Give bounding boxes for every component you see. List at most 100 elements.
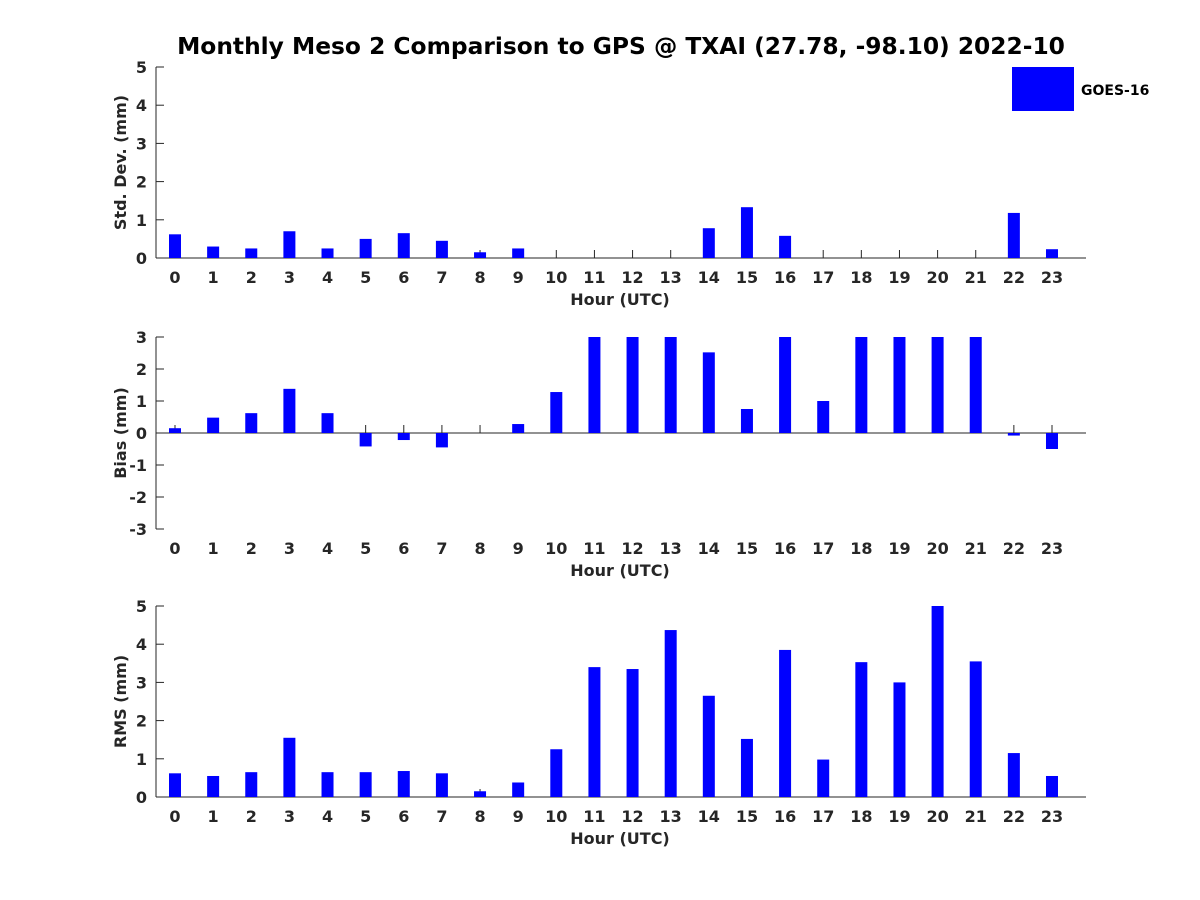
x-tick-label: 11 xyxy=(583,268,605,287)
legend-label: GOES-16 xyxy=(1081,83,1149,99)
x-axis-label: Hour (UTC) xyxy=(570,290,670,309)
x-tick-label: 0 xyxy=(169,807,180,826)
bar-hour-10 xyxy=(550,392,563,433)
y-tick-label: 2 xyxy=(136,712,147,731)
x-tick-label: 16 xyxy=(774,268,796,287)
y-tick-label: 2 xyxy=(136,173,147,192)
x-tick-label: 2 xyxy=(246,807,257,826)
bar-hour-5 xyxy=(359,238,372,258)
bar-hour-22 xyxy=(1007,433,1020,436)
bar-hour-1 xyxy=(207,417,220,433)
bar-hour-16 xyxy=(779,649,792,797)
bar-hour-8 xyxy=(474,791,487,797)
x-tick-label: 20 xyxy=(926,807,948,826)
x-tick-label: 17 xyxy=(812,807,834,826)
bar-hour-16 xyxy=(779,235,792,258)
bar-hour-15 xyxy=(740,409,753,433)
x-tick-label: 20 xyxy=(926,268,948,287)
x-tick-label: 4 xyxy=(322,807,333,826)
bar-hour-18 xyxy=(855,662,868,797)
x-tick-label: 19 xyxy=(888,539,910,558)
bar-hour-6 xyxy=(397,233,410,258)
bar-hour-19 xyxy=(893,682,906,797)
x-tick-label: 20 xyxy=(926,539,948,558)
bar-hour-7 xyxy=(435,773,448,797)
x-tick-label: 5 xyxy=(360,268,371,287)
x-tick-label: 6 xyxy=(398,807,409,826)
bar-hour-14 xyxy=(702,228,715,258)
y-tick-label: 0 xyxy=(136,249,147,268)
bar-hour-19 xyxy=(893,337,906,433)
bar-hour-3 xyxy=(283,737,296,797)
x-tick-label: 11 xyxy=(583,539,605,558)
y-tick-label: -1 xyxy=(129,456,147,475)
x-tick-label: 17 xyxy=(812,539,834,558)
bar-hour-22 xyxy=(1007,753,1020,797)
bar-hour-18 xyxy=(855,337,868,433)
bar-hour-11 xyxy=(588,667,601,797)
bar-hour-15 xyxy=(740,207,753,258)
bar-hour-8 xyxy=(474,252,487,258)
bar-hour-7 xyxy=(435,433,448,448)
bar-hour-4 xyxy=(321,248,334,258)
x-tick-label: 22 xyxy=(1003,539,1025,558)
bar-hour-0 xyxy=(169,234,181,258)
x-tick-label: 13 xyxy=(660,268,682,287)
x-tick-label: 10 xyxy=(545,539,567,558)
y-tick-label: -2 xyxy=(129,488,147,507)
bar-hour-12 xyxy=(626,669,639,797)
x-tick-label: 6 xyxy=(398,268,409,287)
x-tick-label: 12 xyxy=(621,539,643,558)
y-tick-label: 3 xyxy=(136,328,147,347)
x-tick-label: 21 xyxy=(965,539,987,558)
x-tick-label: 22 xyxy=(1003,268,1025,287)
bar-hour-17 xyxy=(817,401,830,433)
bar-hour-4 xyxy=(321,772,334,797)
y-tick-label: 0 xyxy=(136,424,147,443)
bar-hour-15 xyxy=(740,738,753,797)
x-tick-label: 2 xyxy=(246,268,257,287)
x-tick-label: 4 xyxy=(322,268,333,287)
x-tick-label: 5 xyxy=(360,539,371,558)
bar-hour-13 xyxy=(664,630,677,797)
x-tick-label: 3 xyxy=(284,539,295,558)
bar-hour-20 xyxy=(931,606,944,797)
bar-hour-2 xyxy=(245,772,258,797)
bar-hour-20 xyxy=(931,337,944,433)
x-tick-label: 13 xyxy=(660,807,682,826)
y-tick-label: 1 xyxy=(136,392,147,411)
x-tick-label: 15 xyxy=(736,807,758,826)
x-tick-label: 12 xyxy=(621,807,643,826)
bar-hour-9 xyxy=(512,248,525,258)
bar-hour-1 xyxy=(207,775,220,797)
x-tick-label: 9 xyxy=(513,807,524,826)
bar-hour-3 xyxy=(283,231,296,258)
bar-hour-12 xyxy=(626,337,639,433)
x-tick-label: 1 xyxy=(208,539,219,558)
x-tick-label: 13 xyxy=(660,539,682,558)
x-tick-label: 1 xyxy=(208,268,219,287)
x-tick-label: 14 xyxy=(698,807,720,826)
bar-hour-22 xyxy=(1007,212,1020,258)
bar-hour-2 xyxy=(245,413,258,433)
x-tick-label: 9 xyxy=(513,539,524,558)
x-tick-label: 23 xyxy=(1041,268,1063,287)
x-tick-label: 7 xyxy=(436,268,447,287)
bar-hour-3 xyxy=(283,388,296,433)
x-tick-label: 21 xyxy=(965,268,987,287)
x-tick-label: 4 xyxy=(322,539,333,558)
x-tick-label: 23 xyxy=(1041,539,1063,558)
y-tick-label: 1 xyxy=(136,750,147,769)
bar-hour-2 xyxy=(245,248,258,258)
y-axis-label: Std. Dev. (mm) xyxy=(111,95,130,230)
x-tick-label: 0 xyxy=(169,268,180,287)
bar-hour-21 xyxy=(969,661,982,797)
x-tick-label: 5 xyxy=(360,807,371,826)
legend-swatch xyxy=(1012,67,1074,111)
bar-hour-6 xyxy=(397,433,410,441)
x-tick-label: 18 xyxy=(850,268,872,287)
bar-hour-23 xyxy=(1045,249,1058,258)
